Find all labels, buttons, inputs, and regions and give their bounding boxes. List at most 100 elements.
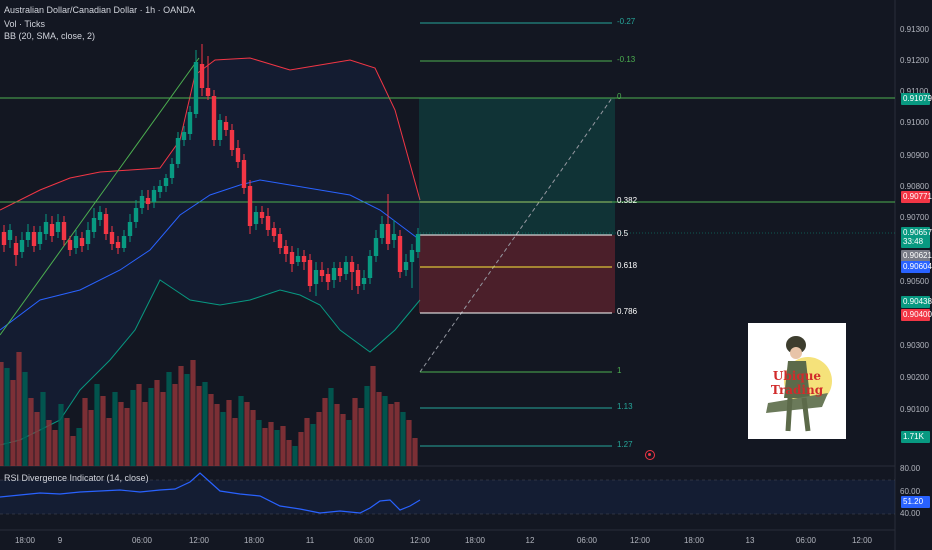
volume-bar xyxy=(256,420,262,466)
price-tag: 51.20 xyxy=(901,496,930,508)
candle-body xyxy=(199,64,205,88)
time-axis-label: 12:00 xyxy=(629,536,651,545)
volume-bar xyxy=(286,440,292,466)
volume-bar xyxy=(0,362,4,466)
candle-body xyxy=(391,234,397,240)
fib-level-label: -0.27 xyxy=(617,17,636,26)
candle-body xyxy=(277,234,283,248)
price-axis-label: 0.91100 xyxy=(900,87,929,96)
rsi-axis-label: 60.00 xyxy=(900,487,921,496)
candle-body xyxy=(223,122,229,130)
price-tag: 0.90604 xyxy=(901,261,932,273)
candle-body xyxy=(355,270,361,286)
candle-body xyxy=(37,232,43,244)
time-axis-label: 18:00 xyxy=(243,536,265,545)
candle-body xyxy=(265,216,271,230)
candle-body xyxy=(181,132,187,140)
time-axis-label: 13 xyxy=(745,536,755,545)
candle-body xyxy=(157,186,163,192)
candle-body xyxy=(241,160,247,188)
candle-body xyxy=(259,212,265,218)
time-axis-label: 12:00 xyxy=(188,536,210,545)
time-axis-label: 11 xyxy=(305,536,315,545)
candle-body xyxy=(127,222,133,236)
volume-bar xyxy=(136,384,142,466)
volume-bar xyxy=(220,412,226,466)
time-axis-label: 12:00 xyxy=(409,536,431,545)
candle-body xyxy=(187,112,193,134)
candle-body xyxy=(67,240,73,250)
candle-body xyxy=(367,256,373,278)
volume-bar xyxy=(118,402,124,466)
candle-body xyxy=(25,232,31,240)
volume-bar xyxy=(250,410,256,466)
volume-bar xyxy=(316,412,322,466)
volume-bar xyxy=(280,426,286,466)
volume-bar xyxy=(310,424,316,466)
volume-bar xyxy=(358,408,364,466)
fib-level-label: 0.786 xyxy=(617,307,638,316)
candle-body xyxy=(109,232,115,244)
price-axis-label: 0.90200 xyxy=(900,373,929,382)
candle-body xyxy=(103,214,109,234)
candle-body xyxy=(73,236,79,248)
volume-legend[interactable]: Vol · Ticks xyxy=(4,19,46,29)
volume-bar xyxy=(322,398,328,466)
volume-bar xyxy=(262,428,268,466)
time-axis-label: 06:00 xyxy=(576,536,598,545)
volume-bar xyxy=(28,398,34,466)
volume-bar xyxy=(244,402,250,466)
volume-bar xyxy=(16,352,22,466)
candle-body xyxy=(217,120,223,140)
fib-level-label: 1.13 xyxy=(617,402,633,411)
candle-body xyxy=(397,236,403,272)
candle-body xyxy=(91,218,97,232)
candle-body xyxy=(325,274,331,282)
volume-bar xyxy=(376,392,382,466)
price-tag: 0.90438 xyxy=(901,296,932,308)
candlesticks xyxy=(1,44,421,296)
candle-body xyxy=(337,268,343,276)
rsi-axis-label: 80.00 xyxy=(900,464,921,473)
volume-bar xyxy=(400,412,406,466)
volume-bar xyxy=(172,384,178,466)
time-axis-label: 06:00 xyxy=(353,536,375,545)
volume-bar xyxy=(124,408,130,466)
alert-icon[interactable] xyxy=(645,450,655,460)
price-axis-label: 0.90700 xyxy=(900,213,929,222)
time-axis-label: 18:00 xyxy=(464,536,486,545)
volume-bar xyxy=(112,392,118,466)
volume-bar xyxy=(214,404,220,466)
volume-bar xyxy=(70,436,76,466)
fib-level-label: 0 xyxy=(617,92,622,101)
time-axis-label: 12 xyxy=(525,536,535,545)
time-axis-label: 18:00 xyxy=(683,536,705,545)
candle-body xyxy=(55,222,61,232)
rsi-axis-label: 40.00 xyxy=(900,509,921,518)
fibonacci-levels[interactable] xyxy=(420,22,612,447)
bollinger-legend[interactable]: BB (20, SMA, close, 2) xyxy=(4,31,96,41)
fib-level-label: 0.382 xyxy=(617,196,638,205)
volume-bar xyxy=(4,368,10,466)
volume-bar xyxy=(346,420,352,466)
candle-body xyxy=(361,278,367,284)
volume-bar xyxy=(304,418,310,466)
candle-body xyxy=(97,212,103,220)
volume-bar xyxy=(406,420,412,466)
rsi-legend[interactable]: RSI Divergence Indicator (14, close) xyxy=(4,473,149,483)
candle-body xyxy=(121,236,127,248)
symbol-title[interactable]: Australian Dollar/Canadian Dollar · 1h ·… xyxy=(4,5,196,15)
candle-body xyxy=(307,260,313,286)
volume-bar xyxy=(88,410,94,466)
candle-body xyxy=(301,256,307,262)
trend-line[interactable] xyxy=(0,57,200,336)
volume-bar xyxy=(10,380,16,466)
candle-body xyxy=(343,262,349,274)
volume-bar xyxy=(364,386,370,466)
candle-body xyxy=(61,222,67,240)
volume-bar xyxy=(76,428,82,466)
price-axis-label: 0.91200 xyxy=(900,56,929,65)
candle-body xyxy=(151,190,157,202)
